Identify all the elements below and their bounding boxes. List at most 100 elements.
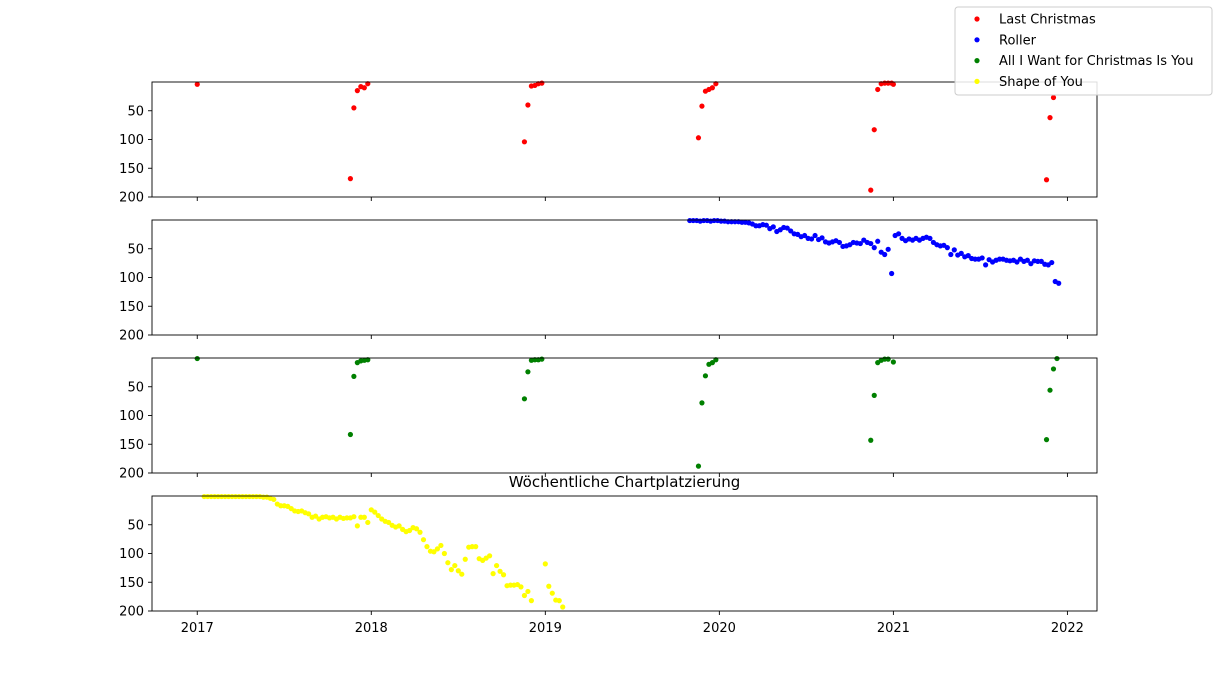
legend-marker bbox=[974, 37, 980, 43]
data-point bbox=[1047, 387, 1053, 393]
data-point bbox=[1050, 366, 1057, 372]
data-point bbox=[1043, 177, 1050, 183]
data-point bbox=[473, 544, 479, 550]
data-point bbox=[875, 86, 881, 93]
series-points bbox=[687, 217, 1062, 286]
data-point bbox=[490, 571, 496, 577]
data-point bbox=[868, 187, 874, 193]
y-tick-label: 200 bbox=[119, 329, 144, 344]
data-point bbox=[452, 562, 458, 569]
data-point bbox=[1047, 115, 1053, 121]
data-point bbox=[365, 519, 371, 526]
data-point bbox=[875, 238, 881, 244]
data-point bbox=[882, 251, 888, 258]
data-point bbox=[361, 85, 367, 91]
panel-frame bbox=[151, 81, 1098, 198]
data-point bbox=[406, 527, 413, 534]
data-point bbox=[1024, 257, 1030, 263]
data-point bbox=[1054, 355, 1060, 362]
legend-marker bbox=[974, 16, 980, 22]
data-point bbox=[560, 604, 566, 610]
data-point bbox=[271, 496, 277, 503]
data-point bbox=[1038, 258, 1044, 264]
data-point bbox=[1043, 437, 1050, 443]
y-tick-label: 100 bbox=[119, 133, 144, 148]
data-point bbox=[521, 592, 528, 599]
data-point bbox=[885, 246, 891, 252]
panel-4: 50 100 150 200 bbox=[119, 493, 1098, 620]
x-tick-label: 2018 bbox=[355, 621, 388, 636]
data-point bbox=[194, 81, 200, 87]
x-tick-label: 2019 bbox=[529, 621, 562, 636]
data-point bbox=[351, 105, 357, 111]
legend-marker bbox=[974, 58, 980, 64]
legend-marker bbox=[974, 78, 980, 84]
data-point bbox=[542, 561, 548, 567]
x-tick-label: 2021 bbox=[877, 621, 910, 636]
y-tick-label: 150 bbox=[119, 300, 144, 315]
y-tick-label: 150 bbox=[119, 576, 144, 591]
y-tick-label: 150 bbox=[119, 162, 144, 177]
y-tick-label: 50 bbox=[127, 380, 144, 395]
y-tick-label: 50 bbox=[127, 104, 144, 119]
data-point bbox=[361, 514, 367, 520]
data-point bbox=[351, 514, 357, 520]
data-point bbox=[868, 437, 874, 443]
data-point bbox=[525, 369, 531, 375]
data-point bbox=[556, 598, 562, 604]
data-point bbox=[788, 228, 794, 234]
legend-item: Roller bbox=[974, 33, 1037, 48]
data-point bbox=[424, 544, 430, 550]
legend-box bbox=[954, 6, 1213, 96]
legend-item: All I Want for Christmas Is You bbox=[974, 54, 1194, 69]
data-point bbox=[948, 251, 954, 258]
data-point bbox=[539, 356, 545, 362]
data-point bbox=[351, 373, 357, 379]
data-point bbox=[958, 250, 964, 256]
data-point bbox=[431, 549, 437, 555]
data-point bbox=[763, 222, 769, 228]
legend: Last Christmas Roller All I Want for Chris… bbox=[954, 6, 1213, 96]
data-point bbox=[438, 542, 444, 549]
y-tick-label: 150 bbox=[119, 438, 144, 453]
legend-item: Shape of You bbox=[974, 75, 1083, 90]
x-tick-label: 2022 bbox=[1051, 621, 1084, 636]
data-point bbox=[417, 529, 423, 535]
data-point bbox=[979, 255, 985, 261]
data-point bbox=[347, 176, 353, 182]
data-point bbox=[927, 235, 933, 241]
data-point bbox=[445, 560, 451, 566]
data-point bbox=[802, 232, 808, 239]
x-tick-label: 2020 bbox=[703, 621, 736, 636]
data-point bbox=[434, 546, 441, 552]
data-point bbox=[487, 553, 493, 559]
data-point bbox=[868, 240, 874, 247]
data-point bbox=[448, 567, 454, 573]
data-point bbox=[702, 373, 709, 379]
data-point bbox=[306, 511, 312, 517]
data-point bbox=[885, 356, 891, 362]
data-point bbox=[808, 236, 815, 242]
data-point bbox=[812, 232, 818, 239]
data-point bbox=[695, 463, 702, 469]
data-point bbox=[500, 572, 507, 578]
data-point bbox=[396, 523, 402, 529]
data-point bbox=[695, 135, 702, 141]
data-point bbox=[983, 262, 989, 268]
x-axis: 2017 2018 2019 2020 2021 2022 bbox=[181, 621, 1084, 636]
data-point bbox=[354, 88, 360, 94]
series-points bbox=[194, 80, 1057, 193]
data-point bbox=[441, 550, 447, 557]
panel-1: 50 100 150 200 bbox=[119, 80, 1098, 206]
data-point bbox=[459, 571, 465, 577]
data-point bbox=[462, 556, 468, 562]
data-point bbox=[455, 568, 461, 574]
data-point bbox=[836, 239, 843, 246]
data-point bbox=[890, 359, 896, 365]
panel-frame bbox=[151, 357, 1098, 474]
chart-title: Wöchentliche Chartplatzierung bbox=[509, 473, 741, 491]
data-point bbox=[528, 598, 534, 604]
chart-panels: 50 100 150 200 50 100 150 200 50 100 150 200 50 100 15… bbox=[119, 80, 1098, 620]
data-point bbox=[372, 509, 378, 515]
data-point bbox=[546, 583, 552, 589]
